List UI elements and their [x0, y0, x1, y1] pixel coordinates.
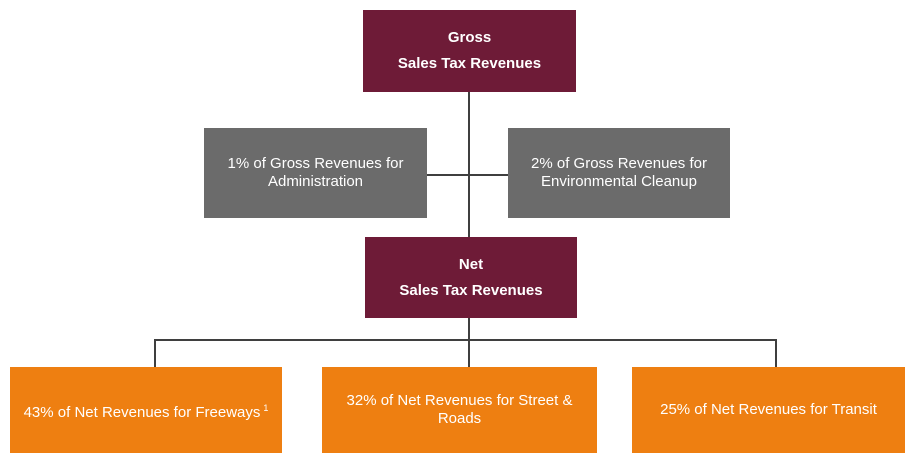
node-text: Administration — [267, 173, 364, 190]
streets-box: 32% of Net Revenues for Street & Roads — [322, 367, 597, 453]
net-box: Net Sales Tax Revenues — [365, 237, 577, 318]
node-line: Administration — [268, 173, 363, 191]
node-line: 1% of Gross Revenues for — [228, 155, 404, 173]
node-line: Sales Tax Revenues — [399, 278, 542, 304]
freeways-box: 43% of Net Revenues for Freeways 1 — [10, 367, 282, 453]
node-text: Net — [458, 255, 484, 273]
node-text: 2% of Gross Revenues for — [531, 155, 707, 172]
node-line: 43% of Net Revenues for Freeways 1 — [24, 399, 269, 422]
node-line: Net — [459, 252, 483, 278]
admin-box: 1% of Gross Revenues for Administration — [204, 128, 427, 218]
node-text: Gross — [447, 29, 492, 46]
footnote-mark: 1 — [263, 402, 269, 413]
node-text: 1% of Gross Revenues for — [227, 155, 404, 172]
node-text: Roads — [437, 410, 482, 427]
node-text: Sales Tax Revenues — [399, 281, 543, 299]
transit-box: 25% of Net Revenues for Transit — [632, 367, 905, 453]
node-line: 2% of Gross Revenues for — [531, 155, 707, 173]
node-text: Sales Tax Revenues — [397, 55, 542, 72]
node-text: 25% of Net Revenues for Transit — [660, 401, 877, 418]
node-line: 25% of Net Revenues for Transit — [660, 401, 877, 419]
env-box: 2% of Gross Revenues for Environmental Cl… — [508, 128, 730, 218]
node-line: Sales Tax Revenues — [398, 51, 541, 77]
node-text: 32% of Net Revenues for Street & — [346, 392, 573, 409]
gross-box: Gross Sales Tax Revenues — [363, 10, 576, 92]
node-text: 43% of Net Revenues for Freeways — [23, 403, 261, 421]
node-line: Environmental Cleanup — [541, 173, 697, 191]
node-text: Environmental Cleanup — [541, 173, 697, 190]
node-line: Roads — [438, 410, 481, 428]
node-line: 32% of Net Revenues for Street & — [347, 392, 573, 410]
node-line: Gross — [448, 25, 491, 51]
